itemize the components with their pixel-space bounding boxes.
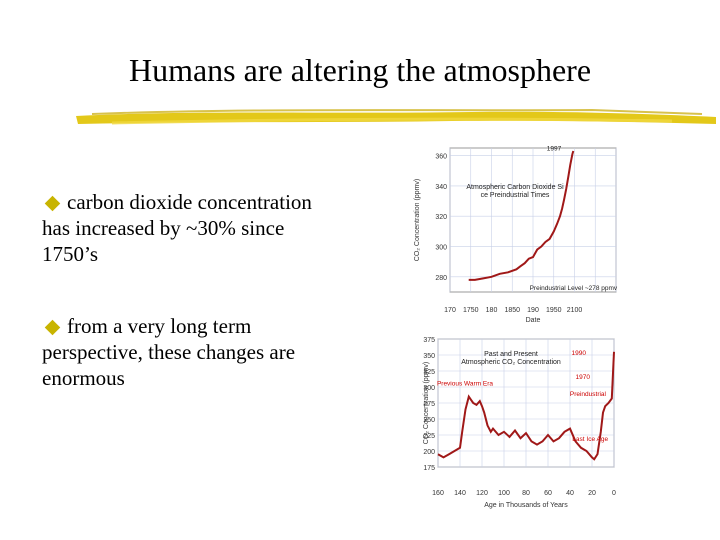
annotation-label: 1970 (576, 374, 591, 381)
y-tick-label: 320 (435, 214, 447, 221)
slide-title: Humans are altering the atmosphere (128, 52, 592, 88)
chart-title: ce Preindustrial Times (481, 192, 550, 199)
x-tick-label: 1850 (504, 307, 520, 314)
y-tick-label: 375 (423, 337, 435, 344)
y-tick-label: 300 (423, 385, 435, 392)
bullet-text: carbon dioxide concentration has increas… (42, 190, 312, 266)
y-tick-label: 340 (435, 184, 447, 191)
x-tick-label: 190 (527, 307, 539, 314)
annotation-label: 1990 (572, 350, 587, 357)
x-tick-label: 170 (444, 307, 456, 314)
x-tick-label: 40 (566, 490, 574, 497)
title-underline (76, 108, 716, 125)
bullet-item: carbon dioxide concentration has increas… (42, 189, 332, 267)
bullet-text: from a very long term perspective, these… (42, 314, 296, 390)
y-axis-label: CO₂ Concentration (ppmv) (423, 362, 430, 444)
diamond-bullet-icon (44, 195, 61, 211)
x-axis-label: Date (526, 317, 541, 324)
co2-preindustrial-chart: 280 300 320 340 360 170 1750 180 1850 190 1950 2100… (414, 146, 618, 324)
y-tick-label: 350 (423, 353, 435, 360)
y-axis-label: CO₂ Concentration (ppmv) (414, 179, 421, 261)
x-tick-label: 2100 (567, 307, 583, 314)
y-tick-label: 175 (423, 465, 435, 472)
annotation-label: Previous Warm Era (437, 380, 493, 387)
x-tick-label: 60 (544, 490, 552, 497)
y-tick-label: 300 (435, 245, 447, 252)
y-tick-label: 280 (435, 275, 447, 282)
diamond-bullet-icon (44, 319, 61, 335)
x-tick-label: 20 (588, 490, 596, 497)
x-tick-label: 80 (522, 490, 530, 497)
annotation-label: 1997 (547, 146, 562, 153)
y-tick-label: 250 (423, 417, 435, 424)
y-tick-label: 275 (423, 401, 435, 408)
chart-title: Atmospheric Carbon Dioxide Si (466, 184, 564, 191)
x-tick-label: 160 (432, 490, 444, 497)
x-tick-label: 1750 (463, 307, 479, 314)
bullet-item: from a very long term perspective, these… (42, 313, 332, 391)
x-tick-label: 140 (454, 490, 466, 497)
annotation-label: Preindustrial (570, 391, 607, 398)
y-tick-label: 200 (423, 449, 435, 456)
x-tick-label: 100 (498, 490, 510, 497)
y-tick-label: 325 (423, 369, 435, 376)
x-tick-label: 0 (612, 490, 616, 497)
series-line (437, 351, 615, 461)
x-tick-label: 120 (476, 490, 488, 497)
chart-title: Atmospheric CO₂ Concentration (461, 359, 561, 366)
series-line (468, 150, 575, 281)
x-axis-label: Age in Thousands of Years (484, 502, 568, 509)
x-tick-label: 1950 (546, 307, 562, 314)
annotation-label: Last Ice Age (572, 436, 608, 443)
x-tick-label: 180 (486, 307, 498, 314)
chart-title: Past and Present (484, 351, 538, 358)
annotation-label: Preindustrial Level ~278 ppmv (530, 285, 618, 292)
y-tick-label: 360 (435, 154, 447, 161)
y-tick-label: 225 (423, 433, 435, 440)
